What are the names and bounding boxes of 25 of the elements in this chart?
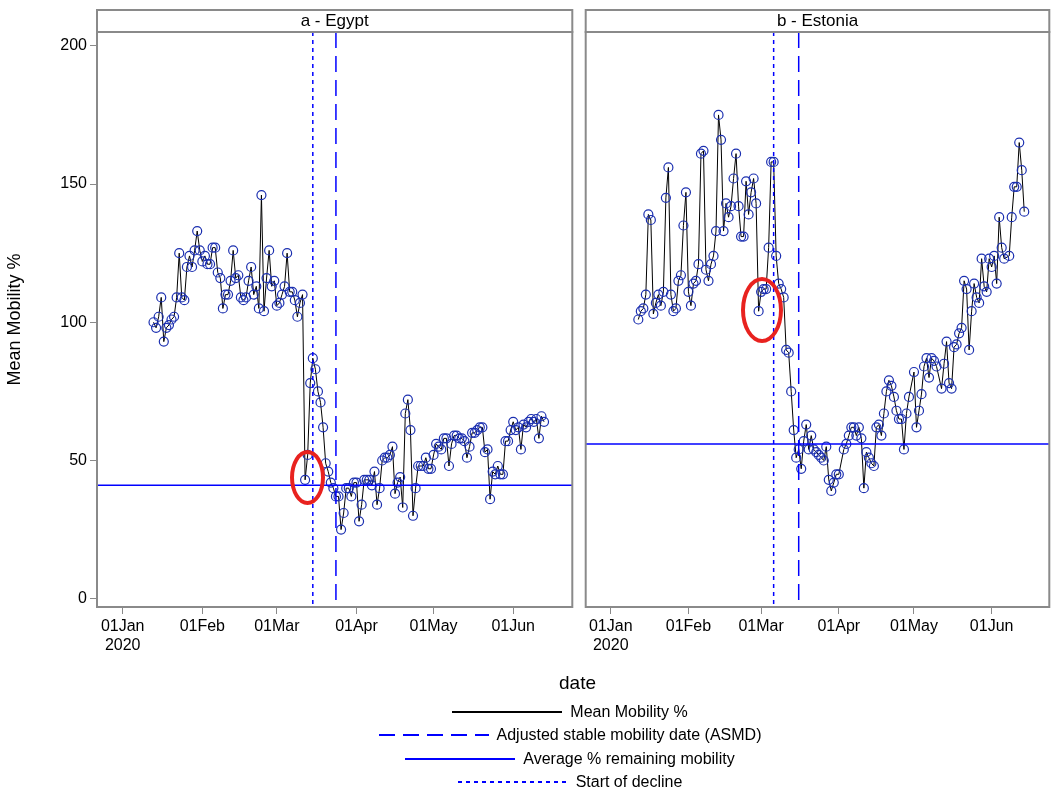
x-tick-label: 01Jan 2020: [100, 617, 145, 654]
x-tick-label: 01Jan 2020: [588, 617, 633, 654]
chart-title: a - Egypt: [300, 10, 369, 30]
y-tick-label: 200: [60, 36, 88, 54]
x-tick-label: 01Feb: [179, 617, 226, 635]
x-tick-label: 01Apr: [817, 617, 861, 635]
legend-label: Average % remaining mobility: [523, 749, 735, 768]
x-axis-title: date: [558, 672, 597, 694]
x-tick-label: 01May: [409, 617, 458, 635]
y-tick-label: 100: [60, 312, 88, 330]
y-tick-label: 0: [78, 589, 88, 607]
chart-title: b - Estonia: [776, 10, 859, 30]
x-tick-label: 01May: [889, 617, 938, 635]
x-tick-label: 01Mar: [738, 617, 785, 635]
x-tick-label: 01Apr: [335, 617, 379, 635]
x-tick-label: 01Jun: [491, 617, 536, 635]
y-tick-label: 150: [60, 174, 88, 192]
x-tick-label: 01Feb: [665, 617, 712, 635]
y-axis-title: Mean Mobility %: [3, 253, 24, 386]
y-tick-label: 50: [69, 450, 88, 468]
x-tick-label: 01Mar: [254, 617, 301, 635]
legend-label: Start of decline: [575, 773, 683, 791]
legend-label: Adjusted stable mobility date (ASMD): [496, 726, 762, 745]
x-tick-label: 01Jun: [969, 617, 1014, 635]
legend-label: Mean Mobility %: [570, 702, 688, 721]
